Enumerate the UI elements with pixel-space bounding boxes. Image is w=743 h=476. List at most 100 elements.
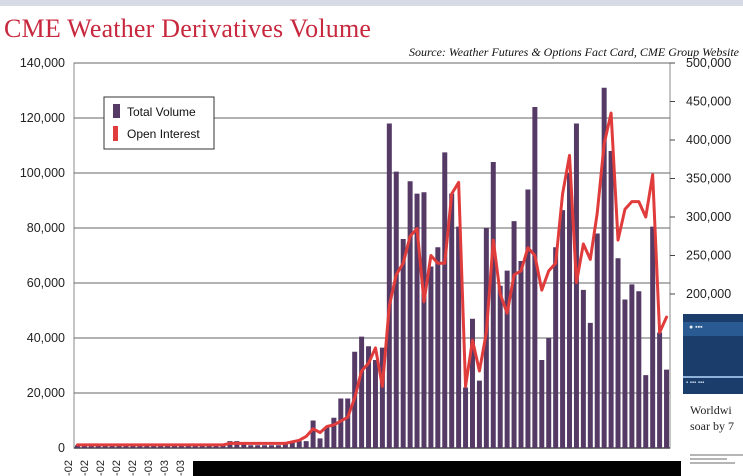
volume-bar: [345, 398, 351, 448]
right-tick-label: 250,000: [686, 249, 731, 263]
legend-label-volume: Total Volume: [127, 105, 196, 119]
bottom-black-band: [193, 461, 681, 476]
volume-bar: [518, 261, 524, 448]
volume-bar: [199, 445, 205, 448]
top-rule: [0, 0, 743, 6]
left-tick-label: 60,000: [27, 276, 65, 290]
x-tick-label: -03: [175, 460, 187, 476]
right-tick-label: 400,000: [686, 133, 731, 147]
right-axis: 200,000 250,000 300,000 350,000 400,000 450,0…: [670, 56, 731, 301]
volume-bar: [130, 445, 136, 448]
volume-bar: [622, 299, 628, 448]
volume-bar: [476, 380, 482, 449]
volume-bar: [449, 193, 455, 449]
chart-title: CME Weather Derivatives Volume: [4, 14, 372, 43]
volume-bar: [185, 445, 191, 448]
volume-bar: [137, 445, 143, 448]
left-tick-label: 0: [58, 441, 65, 455]
volume-bar: [220, 445, 226, 448]
volume-bar: [463, 387, 469, 448]
volume-bar: [532, 107, 538, 448]
x-axis-labels: -02 -02 -02 -02 -02 -03 -03 -03: [63, 460, 187, 476]
volume-bar: [74, 445, 80, 448]
right-tick-label: 500,000: [686, 56, 731, 70]
volume-bar: [269, 445, 275, 448]
volume-bar: [372, 360, 378, 448]
volume-bar: [490, 162, 496, 448]
volume-bar: [296, 441, 302, 449]
volume-bar: [643, 375, 649, 449]
volume-bar: [400, 239, 406, 448]
volume-bar: [317, 438, 323, 449]
volume-bar: [442, 152, 448, 449]
volume-bar: [81, 445, 87, 448]
volume-bar: [636, 291, 642, 448]
volume-bar: [95, 445, 101, 448]
volume-bar: [123, 445, 129, 448]
right-tick-label: 450,000: [686, 95, 731, 109]
volume-bar: [206, 445, 212, 448]
x-tick-label: -02: [63, 460, 75, 476]
adjacent-article-line-2: soar by 7: [690, 419, 734, 433]
volume-bar: [650, 226, 656, 448]
volume-bar: [629, 284, 635, 449]
volume-bar: [366, 346, 372, 448]
volume-bar: [310, 420, 316, 448]
volume-bar: [151, 445, 157, 448]
volume-bar: [456, 226, 462, 448]
legend-label-open-interest: Open Interest: [127, 127, 200, 141]
volume-bar: [379, 347, 385, 449]
volume-bar: [158, 445, 164, 448]
volume-bar: [573, 123, 579, 448]
volume-bar: [615, 258, 621, 448]
x-tick-label: -02: [95, 460, 107, 476]
legend: Total Volume Open Interest: [103, 96, 215, 150]
volume-bar: [102, 445, 108, 448]
volume-bar: [594, 233, 600, 448]
thumbnail-dots: ● ▪▪▪: [689, 324, 703, 331]
volume-bar: [282, 443, 288, 449]
right-tick-label: 300,000: [686, 210, 731, 224]
volume-bar: [469, 318, 475, 448]
adjacent-article-thumbnail: ● ▪▪▪ ▪ ▪▪▪ ▪▪▪: [683, 314, 743, 394]
volume-bar: [414, 193, 420, 449]
volume-bar: [359, 336, 365, 449]
thumbnail-caption: ▪ ▪▪▪ ▪▪▪: [686, 380, 705, 386]
x-tick-label: -02: [79, 460, 91, 476]
volume-bar: [393, 171, 399, 449]
volume-bar: [178, 445, 184, 448]
open-interest-line: [75, 111, 669, 447]
volume-bar: [213, 445, 219, 448]
x-tick-label: -02: [111, 460, 123, 476]
left-tick-label: 40,000: [27, 331, 65, 345]
volume-bar: [504, 270, 510, 449]
right-tick-label: 350,000: [686, 172, 731, 186]
volume-bar: [289, 442, 295, 448]
left-tick-label: 100,000: [20, 166, 65, 180]
left-tick-label: 80,000: [27, 221, 65, 235]
legend-swatch-volume: [113, 104, 120, 118]
adjacent-article-line-1: Worldwi: [690, 403, 732, 417]
adjacent-article-text: Worldwi soar by 7: [690, 402, 743, 434]
x-tick-label: -03: [159, 460, 171, 476]
thumbnail-banner: [683, 322, 743, 336]
left-axis: 0 20,000 40,000 60,000 80,000 100,000 120,000 1…: [20, 56, 65, 455]
volume-bar: [664, 369, 670, 449]
thumbnail-rule: [683, 376, 743, 378]
volume-bar: [241, 442, 247, 448]
volume-bar: [255, 445, 261, 448]
volume-bar: [497, 285, 503, 448]
volume-bar: [144, 445, 150, 448]
volume-bar: [192, 445, 198, 448]
left-tick-label: 20,000: [27, 386, 65, 400]
volume-bar: [262, 445, 268, 448]
volume-bar: [580, 289, 586, 449]
legend-box: [103, 96, 215, 150]
volume-bar: [546, 338, 552, 448]
volume-bar: [275, 445, 281, 448]
volume-bar: [338, 398, 344, 448]
volume-bar: [511, 221, 517, 449]
volume-bar: [116, 445, 122, 448]
volume-bar: [525, 189, 531, 448]
